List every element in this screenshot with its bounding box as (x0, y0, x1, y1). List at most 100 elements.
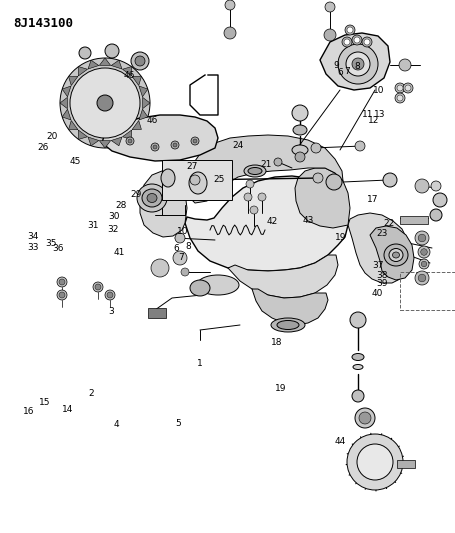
Circle shape (181, 268, 189, 276)
Circle shape (105, 290, 115, 300)
Ellipse shape (190, 280, 210, 296)
Polygon shape (185, 135, 343, 203)
Ellipse shape (161, 169, 175, 187)
Text: 6: 6 (338, 68, 343, 77)
Ellipse shape (277, 320, 299, 329)
Polygon shape (78, 67, 87, 76)
Text: 5: 5 (176, 419, 181, 428)
Text: 37: 37 (372, 261, 384, 270)
Text: 46: 46 (147, 117, 158, 125)
Text: 24: 24 (232, 141, 243, 150)
Polygon shape (99, 58, 111, 66)
Bar (400, 272, 455, 310)
Circle shape (415, 179, 429, 193)
Polygon shape (139, 109, 148, 120)
Polygon shape (320, 33, 390, 90)
Text: 22: 22 (384, 220, 394, 228)
Circle shape (362, 37, 372, 47)
Circle shape (59, 279, 65, 285)
Text: 34: 34 (27, 232, 38, 241)
Text: 6: 6 (174, 245, 179, 253)
Circle shape (57, 290, 67, 300)
Circle shape (274, 158, 282, 166)
Circle shape (324, 29, 336, 41)
Circle shape (397, 95, 403, 101)
Text: 2: 2 (88, 389, 94, 398)
Circle shape (418, 274, 426, 282)
Polygon shape (370, 226, 414, 280)
Text: 8J143100: 8J143100 (14, 17, 74, 30)
Ellipse shape (293, 125, 307, 135)
Circle shape (405, 85, 411, 91)
Polygon shape (99, 141, 111, 148)
Circle shape (131, 52, 149, 70)
Polygon shape (132, 120, 142, 130)
Bar (148, 308, 166, 318)
Circle shape (325, 2, 335, 12)
Circle shape (395, 93, 405, 103)
Circle shape (346, 52, 370, 76)
Circle shape (59, 292, 65, 298)
Circle shape (313, 173, 323, 183)
Circle shape (105, 44, 119, 58)
Circle shape (224, 27, 236, 39)
Polygon shape (142, 98, 150, 109)
Ellipse shape (147, 193, 157, 203)
Circle shape (193, 139, 197, 143)
Text: 23: 23 (377, 229, 388, 238)
Text: 38: 38 (376, 271, 388, 279)
Text: 30: 30 (108, 212, 120, 221)
Circle shape (326, 174, 342, 190)
Text: 33: 33 (27, 243, 39, 252)
Circle shape (128, 139, 132, 143)
Circle shape (292, 105, 308, 121)
Polygon shape (228, 255, 338, 298)
Circle shape (171, 141, 179, 149)
Ellipse shape (389, 248, 403, 262)
Polygon shape (122, 130, 131, 140)
Text: 31: 31 (87, 222, 99, 230)
Circle shape (246, 180, 254, 188)
Polygon shape (295, 168, 350, 228)
Text: 1: 1 (197, 359, 203, 368)
Text: 41: 41 (114, 248, 125, 257)
Text: 7: 7 (344, 67, 350, 76)
Bar (400, 216, 428, 224)
Polygon shape (252, 289, 328, 325)
Polygon shape (88, 137, 99, 146)
Circle shape (354, 37, 360, 43)
Polygon shape (111, 60, 122, 69)
Circle shape (70, 68, 140, 138)
Text: 26: 26 (37, 143, 49, 151)
Text: 39: 39 (376, 279, 388, 288)
Text: 14: 14 (62, 405, 73, 414)
Text: 21: 21 (260, 160, 272, 168)
Circle shape (347, 27, 353, 33)
Polygon shape (111, 137, 122, 146)
Text: 13: 13 (374, 110, 386, 119)
Polygon shape (102, 115, 218, 161)
Circle shape (397, 85, 403, 91)
Polygon shape (132, 76, 142, 85)
Circle shape (342, 37, 352, 47)
Circle shape (153, 145, 157, 149)
Circle shape (415, 231, 429, 245)
Circle shape (225, 0, 235, 10)
Circle shape (173, 143, 177, 147)
Circle shape (95, 284, 101, 290)
Circle shape (258, 193, 266, 201)
Text: 36: 36 (52, 244, 64, 253)
Circle shape (79, 47, 91, 59)
Circle shape (338, 44, 378, 84)
Text: 40: 40 (372, 289, 383, 297)
Circle shape (126, 137, 134, 145)
Ellipse shape (142, 189, 162, 207)
Text: 35: 35 (46, 239, 57, 248)
Text: 43: 43 (303, 216, 314, 224)
Text: 3: 3 (109, 308, 114, 316)
Polygon shape (122, 67, 131, 76)
Polygon shape (185, 176, 348, 271)
Circle shape (295, 152, 305, 162)
Text: 10: 10 (177, 228, 189, 236)
Ellipse shape (384, 244, 408, 266)
